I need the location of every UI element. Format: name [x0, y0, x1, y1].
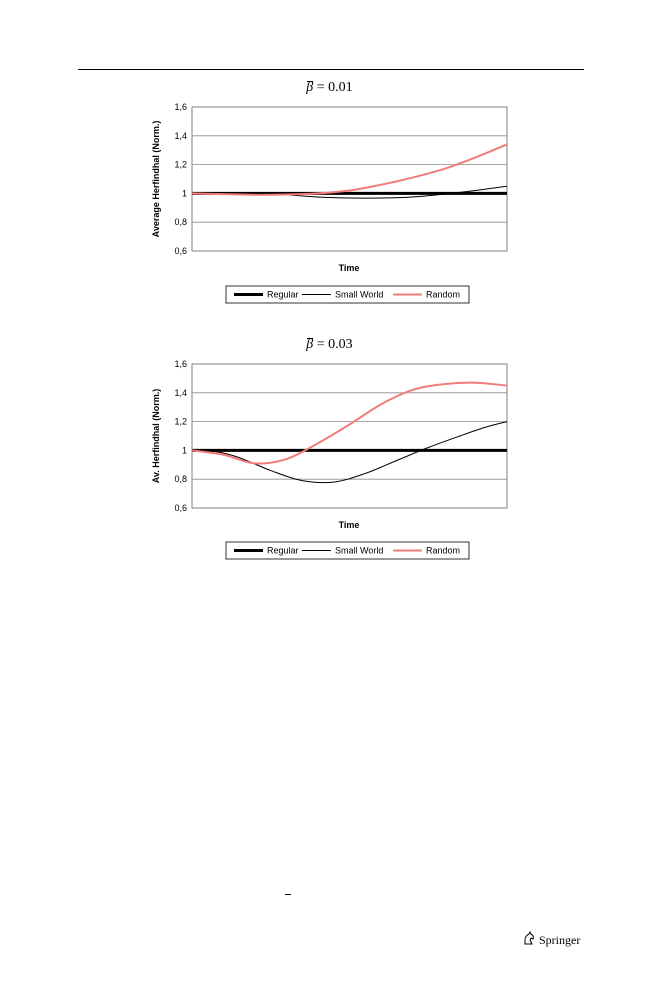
- legend-label-regular: Regular: [267, 546, 299, 556]
- y-tick-label: 1: [182, 445, 187, 455]
- y-tick-label: 0,8: [174, 474, 187, 484]
- y-tick-label: 1,6: [174, 359, 187, 369]
- y-tick-label: 1,4: [174, 131, 187, 141]
- beta-symbol: β: [306, 80, 314, 95]
- chart-2: 0,60,811,21,41,6 Av. Herfindhal (Norm.) …: [151, 359, 508, 560]
- publisher-name: Springer: [539, 932, 581, 947]
- beta-value: = 0.03: [313, 337, 353, 352]
- y-tick-label: 0,6: [174, 246, 187, 256]
- publisher-logo: Springer: [522, 930, 581, 949]
- plot-area: [191, 106, 508, 252]
- y-tick-label: 0,6: [174, 503, 187, 513]
- y-tick-label: 1,2: [174, 417, 187, 427]
- legend: Regular Small World Random: [225, 285, 470, 304]
- series-lines: [191, 143, 508, 199]
- legend-label-regular: Regular: [267, 290, 299, 300]
- series-line-random: [191, 143, 508, 196]
- y-tick-labels: 0,6 0,8 1 1,2 1,4 1,6: [174, 359, 187, 513]
- header-rule: [78, 69, 584, 70]
- legend-box: [225, 541, 470, 560]
- series-line-random: [191, 381, 508, 465]
- legend: Regular Small World Random: [225, 541, 470, 560]
- legend-label-random: Random: [426, 546, 460, 556]
- y-axis-label: Av. Herfindhal (Norm.): [151, 389, 161, 484]
- legend-label-small-world: Small World: [335, 546, 383, 556]
- y-tick-label: 1,4: [174, 388, 187, 398]
- chart-2-title: β = 0.03: [0, 337, 659, 353]
- legend-box: [225, 285, 470, 304]
- plot-area: [191, 363, 508, 509]
- beta-symbol: β: [306, 337, 314, 352]
- y-tick-label: 1,2: [174, 160, 187, 170]
- x-axis-label: Time: [339, 520, 360, 530]
- series-lines: [191, 381, 508, 484]
- y-tick-label: 0,8: [174, 217, 187, 227]
- chart-1-title: β = 0.01: [0, 80, 659, 96]
- legend-label-small-world: Small World: [335, 290, 383, 300]
- legend-label-random: Random: [426, 290, 460, 300]
- y-tick-label: 1: [182, 188, 187, 198]
- chart-1: 0,6 0,8 1 1,2 1,4 1,6 Average Herfindhal (Nor…: [151, 102, 508, 304]
- y-tick-label: 1,6: [174, 102, 187, 112]
- y-axis-label: Average Herfindhal (Norm.): [151, 121, 161, 238]
- beta-value: = 0.01: [313, 80, 353, 95]
- springer-knight-icon: [522, 930, 536, 949]
- series-line-small-world: [191, 421, 508, 484]
- stray-overline-mark: [285, 894, 291, 895]
- y-tick-labels: 0,6 0,8 1 1,2 1,4 1,6: [174, 102, 187, 256]
- x-axis-label: Time: [339, 263, 360, 273]
